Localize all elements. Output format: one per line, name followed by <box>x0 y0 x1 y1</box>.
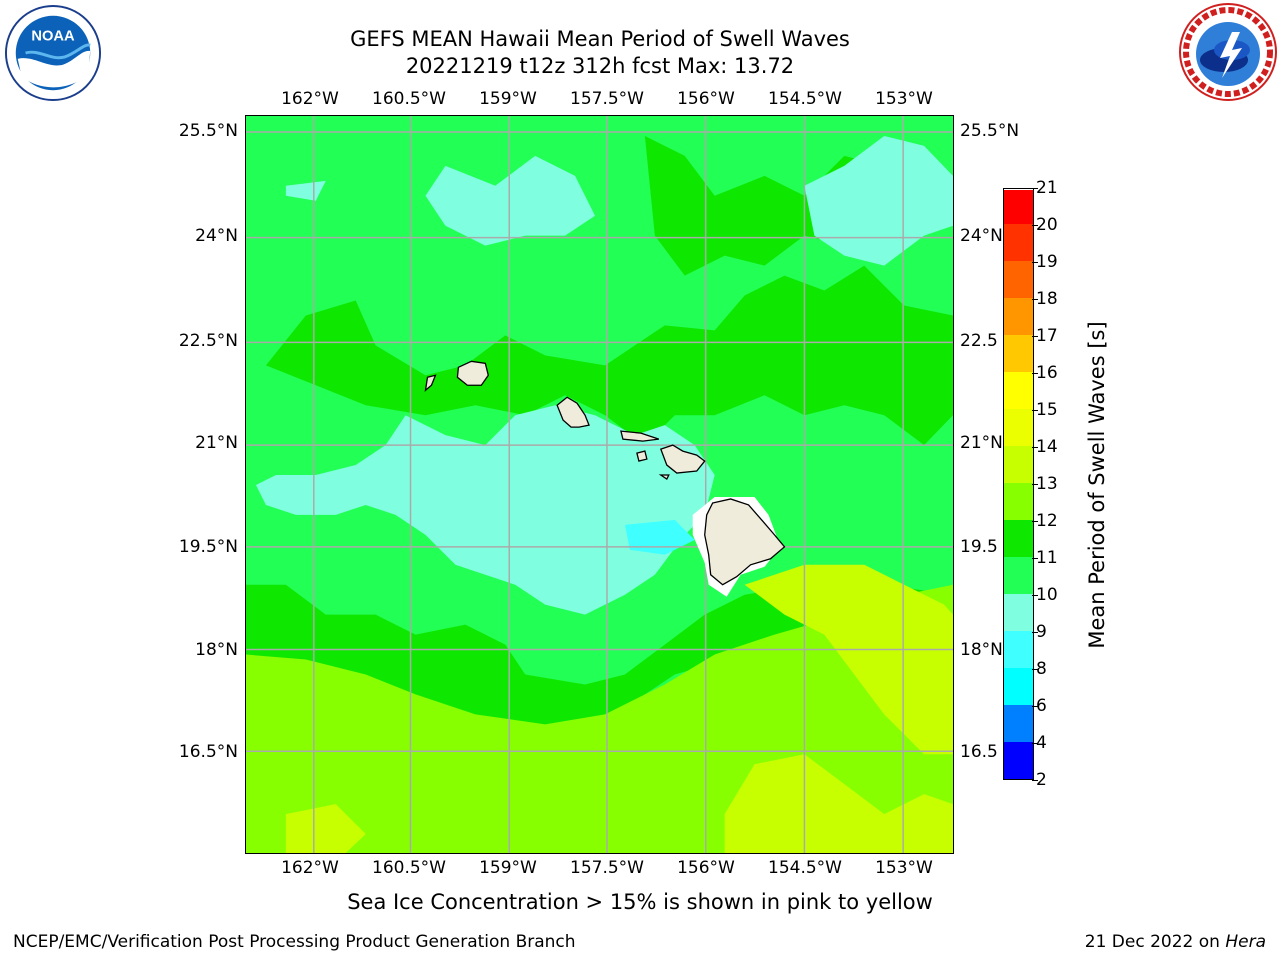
lat-label-left: 19.5°N <box>178 537 238 557</box>
field-9-10 <box>255 405 715 615</box>
field-9-10 <box>285 180 326 201</box>
colorbar-tick: 12 <box>1032 511 1058 531</box>
nws-logo-icon <box>1179 3 1277 101</box>
lat-label-left: 16.5°N <box>178 742 238 762</box>
chart-title: GEFS MEAN Hawaii Mean Period of Swell Wa… <box>350 27 850 51</box>
colorbar-tick: 10 <box>1032 585 1058 605</box>
colorbar-label: Mean Period of Swell Waves [s] <box>1085 321 1109 649</box>
island-oahu <box>556 396 590 428</box>
colorbar-tick: 18 <box>1032 289 1058 309</box>
colorbar-segment <box>1004 557 1033 594</box>
lat-label-right: 24°N <box>960 226 1003 246</box>
map-panel <box>245 115 954 854</box>
colorbar-tick: 14 <box>1032 437 1058 457</box>
colorbar-tick: 20 <box>1032 215 1058 235</box>
footer-date-text: 21 Dec 2022 on <box>1084 932 1226 952</box>
island-kahoolawe <box>658 474 670 480</box>
colorbar-tick: 2 <box>1032 770 1047 790</box>
lon-label-bottom: 153°W <box>875 858 933 878</box>
colorbar-tick: 21 <box>1032 178 1058 198</box>
lon-label-top: 153°W <box>875 89 933 109</box>
colorbar-segment <box>1004 668 1033 705</box>
lon-label-top: 160.5°W <box>372 89 446 109</box>
footer-credit: NCEP/EMC/Verification Post Processing Pr… <box>13 932 576 952</box>
colorbar-tick: 15 <box>1032 400 1058 420</box>
colorbar-segment <box>1004 631 1033 668</box>
field-9-10 <box>425 155 596 246</box>
colorbar-tick: 16 <box>1032 363 1058 383</box>
colorbar-segment <box>1004 520 1033 557</box>
field-9-10 <box>804 135 953 266</box>
graticule <box>246 116 953 853</box>
island-maui <box>659 444 706 474</box>
colorbar-tick: 6 <box>1032 696 1047 716</box>
colorbar-tick: 17 <box>1032 326 1058 346</box>
island-lanai <box>636 450 648 462</box>
lon-label-top: 156°W <box>677 89 735 109</box>
lat-label-right: 22.5 <box>960 331 998 351</box>
lon-label-bottom: 154.5°W <box>768 858 842 878</box>
lon-label-top: 154.5°W <box>768 89 842 109</box>
lat-label-right: 19.5 <box>960 537 998 557</box>
colorbar-segment <box>1004 594 1033 631</box>
colorbar-segment <box>1004 742 1033 779</box>
lat-label-right: 18°N <box>960 640 1003 660</box>
lat-label-right: 16.5 <box>960 742 998 762</box>
lat-label-left: 18°N <box>195 640 238 660</box>
lon-label-bottom: 160.5°W <box>372 858 446 878</box>
colorbar-segment <box>1004 409 1033 446</box>
colorbar-segment <box>1004 190 1033 224</box>
lat-label-right: 25.5°N <box>960 121 1020 141</box>
island-molokai <box>620 430 660 442</box>
chart-subtitle: 20221219 t12z 312h fcst Max: 13.72 <box>405 54 795 78</box>
svg-text:NOAA: NOAA <box>31 28 75 44</box>
colorbar-tick: 11 <box>1032 548 1058 568</box>
field-11-12 <box>265 265 953 446</box>
colorbar-tick: 19 <box>1032 252 1058 272</box>
lat-label-left: 24°N <box>195 226 238 246</box>
colorbar-segment <box>1004 705 1033 742</box>
lat-label-right: 21°N <box>960 433 1003 453</box>
field-13-14 <box>285 804 366 853</box>
lat-label-left: 22.5°N <box>178 331 238 351</box>
footer-host: Hera <box>1225 932 1266 952</box>
lon-label-bottom: 159°W <box>479 858 537 878</box>
lon-label-bottom: 156°W <box>677 858 735 878</box>
island-niihau <box>424 374 437 392</box>
footer-date: 21 Dec 2022 on Hera <box>1085 932 1266 952</box>
colorbar-segment <box>1004 298 1033 335</box>
islands <box>424 360 786 597</box>
colorbar-segment <box>1004 224 1033 261</box>
lat-label-left: 25.5°N <box>178 121 238 141</box>
colorbar-tick: 9 <box>1032 622 1047 642</box>
noaa-logo-icon: NOAA <box>4 4 102 102</box>
lon-label-top: 162°W <box>281 89 339 109</box>
colorbar-segment <box>1004 335 1033 372</box>
lon-label-top: 157.5°W <box>570 89 644 109</box>
colorbar <box>1003 188 1034 780</box>
island-hawaii <box>704 498 786 586</box>
lat-label-left: 21°N <box>195 433 238 453</box>
colorbar-segment <box>1004 483 1033 520</box>
lon-label-top: 159°W <box>479 89 537 109</box>
field-13-14 <box>744 564 953 755</box>
colorbar-segment <box>1004 372 1033 409</box>
colorbar-tick: 8 <box>1032 659 1047 679</box>
field-13-14 <box>724 754 953 853</box>
lon-label-bottom: 162°W <box>281 858 339 878</box>
colorbar-tick: 13 <box>1032 474 1058 494</box>
sea-ice-note: Sea Ice Concentration > 15% is shown in … <box>347 890 933 914</box>
colorbar-segment <box>1004 261 1033 298</box>
lon-label-bottom: 157.5°W <box>570 858 644 878</box>
island-kauai <box>456 360 490 386</box>
colorbar-tick: 4 <box>1032 733 1047 753</box>
colorbar-segment <box>1004 446 1033 483</box>
